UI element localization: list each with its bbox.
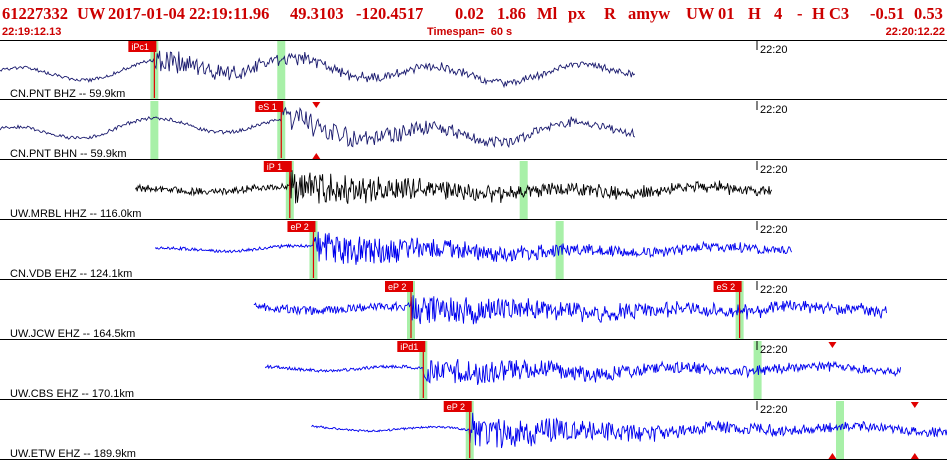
field-dash: - [797,4,803,23]
window-start-time: 22:19:12.13 [2,26,62,38]
pick-flag[interactable] [713,281,742,292]
channel-row[interactable]: iPc1 22:20 CN.PNT BHZ -- 59.9km [0,41,947,100]
channel-label: CN.VDB EHZ -- 124.1km [10,268,132,280]
pick-label: iP 1 [267,162,282,172]
value-1: -0.51 [870,4,905,23]
waveform-trace [264,358,902,386]
field-h: H [748,4,761,23]
timespan-label: Timespan= [427,26,485,38]
pick-flag[interactable] [263,161,292,172]
pick-flag[interactable] [255,101,284,112]
waveform-trace [311,412,947,449]
pick-label: eP 2 [290,222,308,232]
triangle-down-icon [312,102,321,108]
window-end-time: 22:20:12.22 [885,26,945,38]
channel-row[interactable]: iPd1 22:20 UW.CBS EHZ -- 170.1km [0,341,947,400]
pick-window [277,41,286,99]
pick-label: iPc1 [131,42,149,52]
event-summary-line: 61227332 UW 2017-01-04 22:19:11.96 49.31… [0,3,947,25]
triangle-up-icon [910,453,919,459]
channel-label: CN.PNT BHZ -- 59.9km [10,88,125,100]
pick-label: eP 2 [447,402,465,412]
minute-label: 22:20 [760,404,788,416]
pick-label: eP 2 [388,282,406,292]
waveform-trace [135,170,773,204]
waveform-trace [154,231,793,265]
waveform-svg[interactable]: iPc1 22:20 CN.PNT BHZ -- 59.9km eS 1 22:20 CN… [0,40,947,460]
event-header: 61227332 UW 2017-01-04 22:19:11.96 49.31… [0,0,947,42]
minute-label: 22:20 [760,104,788,116]
analyst: amyw [628,4,671,23]
magnitude: 1.86 [497,4,526,23]
timespan-value: 60 s [490,26,513,38]
pick-flag[interactable] [128,41,157,52]
minute-label: 22:20 [760,224,788,236]
channel-label: UW.ETW EHZ -- 189.9km [10,448,136,460]
triangle-down-icon [828,342,837,348]
latitude: 49.3103 [290,4,344,23]
triangle-up-icon [828,453,837,459]
pick-flag[interactable] [287,221,316,232]
triangle-up-icon [312,153,321,159]
channel-row[interactable]: eP 2 22:20 CN.VDB EHZ -- 124.1km [0,221,947,280]
event-id: 61227332 [2,4,68,23]
origin-time: 2017-01-04 22:19:11.96 [108,4,270,23]
longitude: -120.4517 [356,4,424,23]
minute-label: 22:20 [760,344,788,356]
pick-window [519,161,528,219]
channel-label: UW.MRBL HHZ -- 116.0km [10,208,141,220]
minute-label: 22:20 [760,284,788,296]
pick-label: eS 1 [258,102,277,112]
minute-label: 22:20 [760,44,788,56]
pick-window [555,221,564,279]
field-hc3: H C3 [812,4,850,23]
channel-row[interactable]: eP 2 22:20 UW.ETW EHZ -- 189.9km [0,401,947,460]
channel-row[interactable]: eS 1 22:20 CN.PNT BHN -- 59.9km [0,101,947,160]
magnitude-type: Ml [537,4,558,23]
flag-px: px [568,4,586,23]
waveform-trace [0,106,636,148]
triangle-down-icon [910,402,919,408]
pick-window [150,101,159,159]
pick-flag[interactable] [397,341,426,352]
station-code: 01 [718,4,735,23]
minute-label: 22:20 [760,164,788,176]
depth: 0.02 [455,4,484,23]
waveform-trace [253,295,887,325]
waveform-panel[interactable]: iPc1 22:20 CN.PNT BHZ -- 59.9km eS 1 22:20 CN… [0,40,947,460]
timespan-readout: Timespan= 60 s [427,26,512,38]
event-network: UW [77,4,106,23]
field-4: 4 [774,4,783,23]
channel-label: UW.CBS EHZ -- 170.1km [10,388,134,400]
pick-flag[interactable] [384,281,413,292]
pick-label: eS 2 [717,282,736,292]
pick-window [835,401,844,459]
channel-label: UW.JCW EHZ -- 164.5km [10,328,135,340]
channel-row[interactable]: eP 2 eS 2 22:20 UW.JCW EHZ -- 164.5km [0,281,947,340]
flag-r: R [604,4,616,23]
pick-label: iPd1 [400,342,418,352]
channel-label: CN.PNT BHN -- 59.9km [10,148,127,160]
value-2: 0.53 [914,4,943,23]
channel-row[interactable]: iP 1 22:20 UW.MRBL HHZ -- 116.0km [0,161,947,220]
waveform-trace [0,50,636,89]
pick-flag[interactable] [443,401,472,412]
station-net: UW [686,4,715,23]
